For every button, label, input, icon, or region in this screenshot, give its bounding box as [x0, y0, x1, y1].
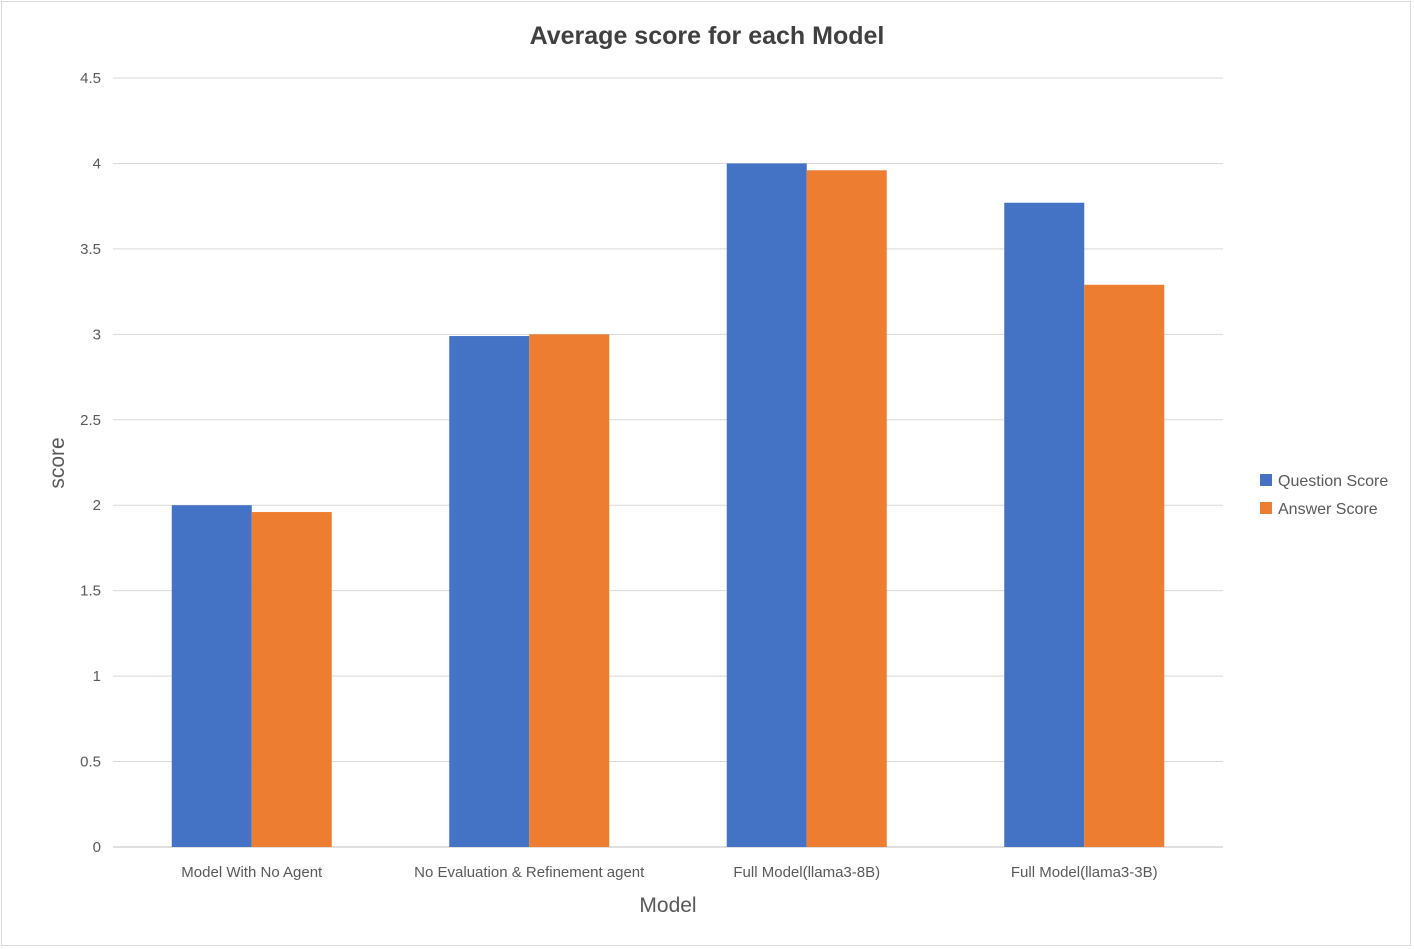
x-tick-label: Full Model(llama3-3B): [1011, 864, 1158, 881]
y-tick-label: 3.5: [80, 241, 101, 258]
y-axis-title: score: [46, 437, 69, 488]
x-axis-title: Model: [639, 894, 696, 917]
y-tick-label: 2: [93, 497, 101, 514]
bars: [171, 163, 1165, 848]
legend-swatch: [1260, 502, 1272, 514]
x-tick-label: Full Model(llama3-8B): [733, 864, 880, 881]
y-tick-label: 4: [93, 155, 101, 172]
bar-question-score: [171, 505, 252, 847]
bar-answer-score: [806, 170, 887, 847]
bar-answer-score: [251, 512, 332, 847]
y-tick-label: 0: [93, 839, 101, 856]
y-tick-label: 0.5: [80, 754, 101, 771]
bar-question-score: [1004, 202, 1085, 847]
legend-label: Answer Score: [1278, 501, 1378, 518]
y-tick-label: 4.5: [80, 70, 101, 87]
y-axis-ticks: 0 0.5 1 1.5 2 2.5 3 3.5 4 4.5: [80, 70, 101, 856]
legend: Question Score Answer Score: [1260, 473, 1388, 518]
y-tick-label: 3: [93, 326, 101, 343]
bar-answer-score: [529, 334, 610, 847]
bar-question-score: [726, 163, 807, 847]
y-tick-label: 1.5: [80, 583, 101, 600]
x-axis-ticks: Model With No Agent No Evaluation & Refin…: [181, 864, 1157, 881]
bar-answer-score: [1084, 284, 1165, 848]
chart-title: Average score for each Model: [530, 22, 885, 50]
legend-swatch: [1260, 474, 1272, 486]
bar-question-score: [449, 336, 530, 847]
x-tick-label: No Evaluation & Refinement agent: [414, 864, 645, 881]
legend-label: Question Score: [1278, 473, 1388, 490]
x-tick-label: Model With No Agent: [181, 864, 323, 881]
y-tick-label: 2.5: [80, 412, 101, 429]
y-tick-label: 1: [93, 668, 101, 685]
